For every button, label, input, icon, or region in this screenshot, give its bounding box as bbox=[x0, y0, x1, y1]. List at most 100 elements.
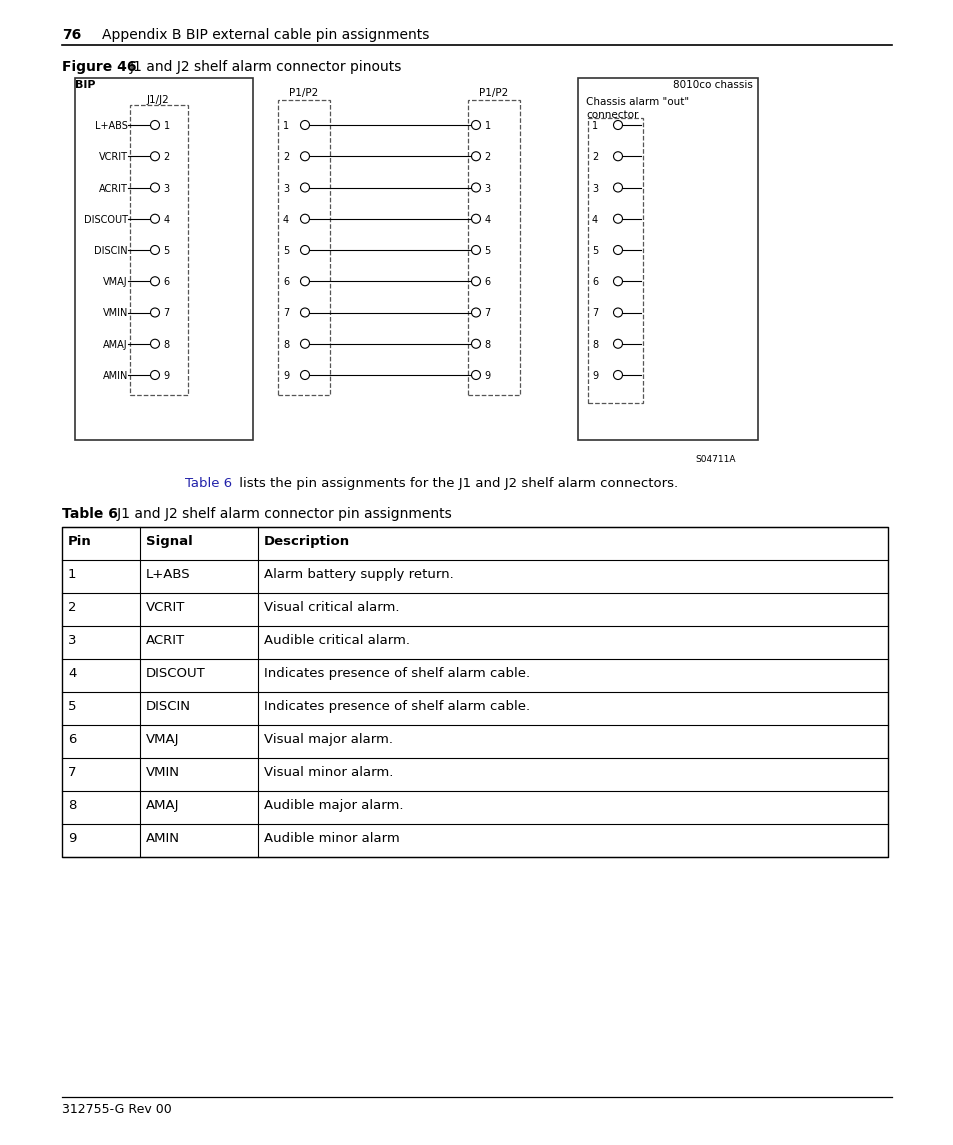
Text: AMIN: AMIN bbox=[146, 832, 180, 845]
Circle shape bbox=[300, 245, 309, 254]
Circle shape bbox=[613, 245, 622, 254]
Circle shape bbox=[300, 371, 309, 379]
Circle shape bbox=[151, 152, 159, 160]
Text: lists the pin assignments for the J1 and J2 shelf alarm connectors.: lists the pin assignments for the J1 and… bbox=[234, 477, 678, 490]
Text: Pin: Pin bbox=[68, 535, 91, 548]
Text: AMIN: AMIN bbox=[103, 371, 128, 381]
Text: 4: 4 bbox=[283, 215, 289, 224]
Text: J1 and J2 shelf alarm connector pinouts: J1 and J2 shelf alarm connector pinouts bbox=[130, 60, 402, 74]
Circle shape bbox=[471, 371, 480, 379]
Text: 2: 2 bbox=[592, 152, 598, 163]
Circle shape bbox=[300, 152, 309, 160]
Text: 2: 2 bbox=[283, 152, 289, 163]
Text: 5: 5 bbox=[68, 700, 76, 713]
Text: 2: 2 bbox=[484, 152, 490, 163]
Text: J1/J2: J1/J2 bbox=[147, 95, 170, 105]
Text: Visual critical alarm.: Visual critical alarm. bbox=[264, 601, 399, 614]
Text: 8: 8 bbox=[163, 340, 170, 349]
Text: 6: 6 bbox=[283, 277, 289, 287]
Text: 3: 3 bbox=[592, 183, 598, 194]
Text: S04711A: S04711A bbox=[695, 455, 735, 464]
Text: 4: 4 bbox=[68, 668, 76, 680]
Text: VMIN: VMIN bbox=[103, 308, 128, 318]
Text: L+ABS: L+ABS bbox=[95, 121, 128, 131]
Circle shape bbox=[471, 183, 480, 192]
Text: 9: 9 bbox=[68, 832, 76, 845]
Text: 1: 1 bbox=[283, 121, 289, 131]
Text: 1: 1 bbox=[592, 121, 598, 131]
Text: 4: 4 bbox=[484, 215, 490, 224]
Circle shape bbox=[613, 371, 622, 379]
Text: 3: 3 bbox=[68, 634, 76, 647]
Text: 8: 8 bbox=[68, 799, 76, 812]
Circle shape bbox=[300, 308, 309, 317]
Text: 7: 7 bbox=[484, 308, 490, 318]
Circle shape bbox=[151, 371, 159, 379]
Circle shape bbox=[151, 308, 159, 317]
Circle shape bbox=[613, 152, 622, 160]
Text: 2: 2 bbox=[163, 152, 170, 163]
Text: 6: 6 bbox=[68, 733, 76, 747]
Circle shape bbox=[471, 308, 480, 317]
Text: 6: 6 bbox=[592, 277, 598, 287]
Text: 6: 6 bbox=[163, 277, 170, 287]
Bar bbox=[75, 78, 253, 440]
Text: 5: 5 bbox=[592, 246, 598, 256]
Bar bbox=[277, 100, 330, 395]
Text: Indicates presence of shelf alarm cable.: Indicates presence of shelf alarm cable. bbox=[264, 668, 530, 680]
Text: 9: 9 bbox=[592, 371, 598, 381]
Circle shape bbox=[471, 339, 480, 348]
Circle shape bbox=[151, 183, 159, 192]
Circle shape bbox=[300, 277, 309, 286]
Text: 9: 9 bbox=[484, 371, 490, 381]
Text: Appendix B BIP external cable pin assignments: Appendix B BIP external cable pin assign… bbox=[102, 27, 429, 42]
Text: AMAJ: AMAJ bbox=[103, 340, 128, 349]
Text: 7: 7 bbox=[592, 308, 598, 318]
Circle shape bbox=[613, 183, 622, 192]
Circle shape bbox=[471, 277, 480, 286]
Text: ACRIT: ACRIT bbox=[146, 634, 185, 647]
Bar bbox=[62, 527, 887, 856]
Bar bbox=[130, 105, 188, 395]
Text: 76: 76 bbox=[62, 27, 81, 42]
Text: Signal: Signal bbox=[146, 535, 193, 548]
Circle shape bbox=[613, 214, 622, 223]
Text: 9: 9 bbox=[283, 371, 289, 381]
Circle shape bbox=[613, 308, 622, 317]
Text: 8: 8 bbox=[283, 340, 289, 349]
Text: 1: 1 bbox=[163, 121, 170, 131]
Text: Audible critical alarm.: Audible critical alarm. bbox=[264, 634, 410, 647]
Text: P1/P2: P1/P2 bbox=[289, 88, 318, 98]
Circle shape bbox=[613, 277, 622, 286]
Circle shape bbox=[613, 120, 622, 129]
Text: 9: 9 bbox=[163, 371, 170, 381]
Text: 4: 4 bbox=[163, 215, 170, 224]
Text: 5: 5 bbox=[283, 246, 289, 256]
Text: Audible minor alarm: Audible minor alarm bbox=[264, 832, 399, 845]
Text: L+ABS: L+ABS bbox=[146, 568, 191, 581]
Text: Visual major alarm.: Visual major alarm. bbox=[264, 733, 393, 747]
Text: 7: 7 bbox=[163, 308, 170, 318]
Text: VCRIT: VCRIT bbox=[146, 601, 185, 614]
Text: 3: 3 bbox=[283, 183, 289, 194]
Text: 4: 4 bbox=[592, 215, 598, 224]
Text: 8: 8 bbox=[592, 340, 598, 349]
Circle shape bbox=[471, 245, 480, 254]
Text: ACRIT: ACRIT bbox=[99, 183, 128, 194]
Text: BIP: BIP bbox=[75, 80, 95, 90]
Text: J1 and J2 shelf alarm connector pin assignments: J1 and J2 shelf alarm connector pin assi… bbox=[104, 507, 452, 521]
Circle shape bbox=[151, 120, 159, 129]
Circle shape bbox=[613, 339, 622, 348]
Text: VMIN: VMIN bbox=[146, 766, 180, 779]
Text: 1: 1 bbox=[484, 121, 490, 131]
Text: 5: 5 bbox=[163, 246, 170, 256]
Circle shape bbox=[471, 152, 480, 160]
Text: 7: 7 bbox=[283, 308, 289, 318]
Text: VMAJ: VMAJ bbox=[146, 733, 179, 747]
Circle shape bbox=[300, 120, 309, 129]
Text: Table 6: Table 6 bbox=[185, 477, 232, 490]
Text: 3: 3 bbox=[484, 183, 490, 194]
Text: DISCOUT: DISCOUT bbox=[146, 668, 206, 680]
Bar bbox=[468, 100, 519, 395]
Circle shape bbox=[300, 183, 309, 192]
